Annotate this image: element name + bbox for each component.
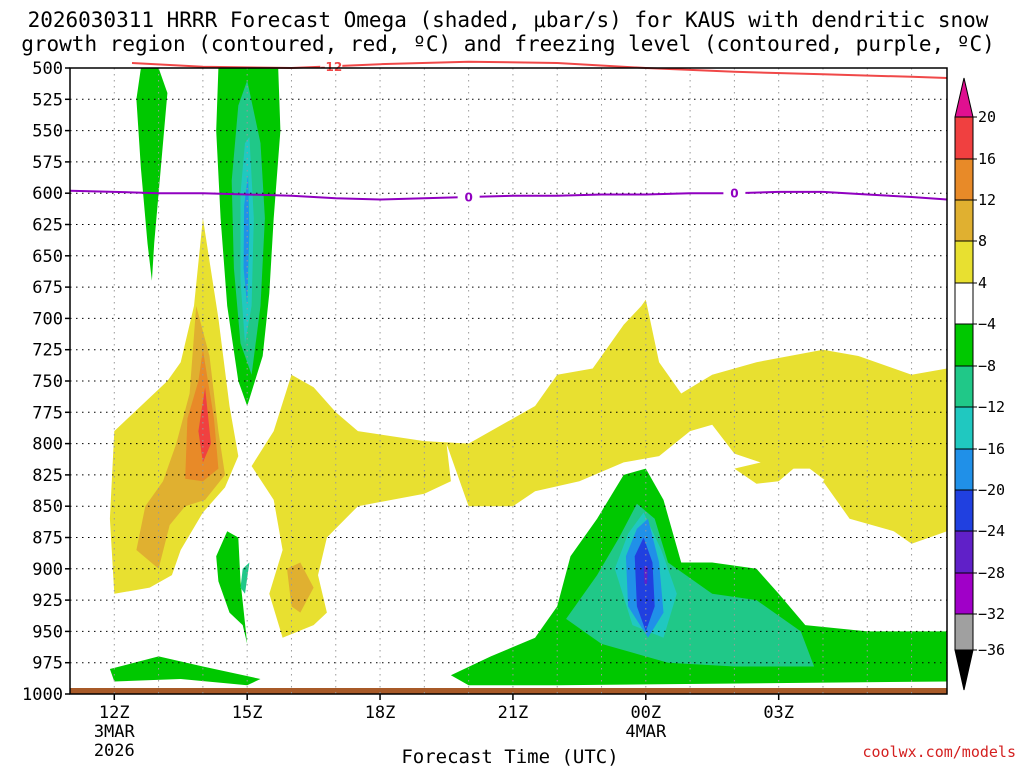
y-tick-label-650: 650 [32,247,63,267]
y-tick-label-725: 725 [32,341,63,361]
colorbar-label-5: −4 [978,315,996,333]
omega-negative-region-minus4-7 [109,656,261,686]
colorbar: 20 16 12 8 4 −4 −8 −12 −16 −20 −24 −28 −32 −36 [954,77,1005,691]
chart-title-line1: 2026030311 HRRR Forecast Omega (shaded, … [28,8,989,32]
colorbar-segment-3 [954,240,974,284]
y-tick-label-575: 575 [32,153,63,173]
y-tick-label-800: 800 [32,435,63,455]
omega-shading [109,68,948,686]
y-tick-label-750: 750 [32,372,63,392]
colorbar-label-2: 12 [978,191,996,209]
omega-negative-region-minus24-13 [644,566,648,584]
y-tick-label-525: 525 [32,90,63,110]
omega-positive-region-4-0 [109,218,239,594]
contour-lines: -12 0 0 [69,60,948,204]
y-tick-label-925: 925 [32,591,63,611]
chart-title-line2: growth region (contoured, red, ºC) and f… [21,32,995,56]
y-tick-label-600: 600 [32,184,63,204]
colorbar-label-6: −8 [978,357,996,375]
x-tick-label-21: 21Z [498,703,529,723]
y-tick-label-775: 775 [32,403,63,423]
credit-text: coolwx.com/models [862,743,1016,761]
contour-label-freezing-level-0-1: 0 [730,187,738,201]
contour-label-freezing-level-0-0: 0 [464,190,472,204]
y-tick-label-975: 975 [32,654,63,674]
y-tick-label-825: 825 [32,466,63,486]
omega-negative-region-minus4-0 [136,68,168,281]
omega-negative-region-minus16-4 [243,174,250,306]
y-tick-label-950: 950 [32,622,63,642]
y-tick-label-675: 675 [32,278,63,298]
contour-label-bg-dendritic-minus12-0 [320,60,343,73]
omega-negative-region-minus8-6 [240,562,250,594]
y-tick-label-625: 625 [32,216,63,236]
contour-freezing-level-0 [69,189,948,201]
colorbar-segment-10 [954,530,974,574]
omega-negative-region-minus4-5 [216,531,248,644]
colorbar-label-4: 4 [978,274,987,292]
x-tick-label-24: 00Z [630,703,661,723]
grid-lines [70,68,947,694]
colorbar-label-0: 20 [978,108,996,126]
colorbar-label-11: −28 [978,564,1005,582]
omega-positive-region-8-5 [287,562,314,613]
ground-strip [70,688,947,694]
colorbar-label-8: −16 [978,440,1005,458]
x-tick-label-27: 03Z [763,703,794,723]
x-axis-label: Forecast Time (UTC) [401,746,618,768]
contour-label-dendritic-minus12-0: -12 [320,60,342,74]
x-tick-date-12: 3MAR [94,722,136,742]
y-tick-label-550: 550 [32,122,63,142]
colorbar-label-7: −12 [978,398,1005,416]
colorbar-segment-0 [954,116,974,160]
omega-positive-region-4-4 [251,299,948,638]
colorbar-segment-11 [954,572,974,615]
x-tick-date-24: 4MAR [625,722,667,742]
colorbar-label-9: −20 [978,481,1005,499]
colorbar-label-13: −36 [978,641,1005,659]
x-tick-label-18: 18Z [365,703,396,723]
colorbar-segment-7 [954,406,974,450]
colorbar-segment-12 [954,613,974,651]
x-tick-label-12: 12Z [99,703,130,723]
colorbar-label-12: −32 [978,605,1005,623]
colorbar-label-10: −24 [978,522,1005,540]
surface-ground [70,688,947,694]
colorbar-segment-8 [954,448,974,491]
colorbar-segment-9 [954,489,974,532]
x-tick-year-12: 2026 [94,741,135,761]
omega-negative-region-minus20-12 [634,537,655,632]
y-axis: 500 525 550 575 600 625 650 675 700 725 750 775 800 8… [22,59,70,705]
colorbar-label-3: 8 [978,232,987,250]
y-tick-label-700: 700 [32,309,63,329]
colorbar-segment-6 [954,365,974,408]
y-tick-label-900: 900 [32,560,63,580]
y-tick-label-850: 850 [32,497,63,517]
y-tick-label-1000: 1000 [22,685,63,705]
colorbar-label-1: 16 [978,150,996,168]
colorbar-bottom-triangle [954,649,974,691]
y-tick-label-500: 500 [32,59,63,79]
colorbar-segment-1 [954,158,974,201]
omega-positive-region-4-6 [823,412,947,532]
colorbar-segment-2 [954,199,974,242]
colorbar-segment-5 [954,323,974,367]
contour-label-bg-freezing-level-0-0 [457,190,480,203]
y-tick-label-875: 875 [32,529,63,549]
omega-positive-region-4-7 [734,462,797,484]
x-tick-label-15: 15Z [232,703,263,723]
colorbar-top-triangle [954,77,974,118]
contour-label-bg-freezing-level-0-1 [723,187,746,200]
colorbar-segment-4 [954,282,974,325]
omega-positive-region-16-3 [198,387,211,463]
